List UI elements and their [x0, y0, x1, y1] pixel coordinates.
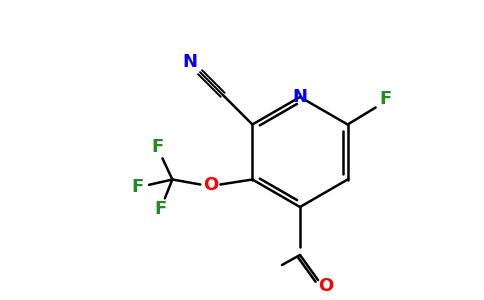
Text: N: N	[182, 53, 197, 71]
Text: F: F	[154, 200, 166, 218]
Text: O: O	[318, 277, 333, 295]
Text: F: F	[131, 178, 143, 196]
Text: N: N	[292, 88, 307, 106]
Text: F: F	[379, 91, 392, 109]
Text: O: O	[203, 176, 218, 194]
Text: F: F	[151, 139, 164, 157]
